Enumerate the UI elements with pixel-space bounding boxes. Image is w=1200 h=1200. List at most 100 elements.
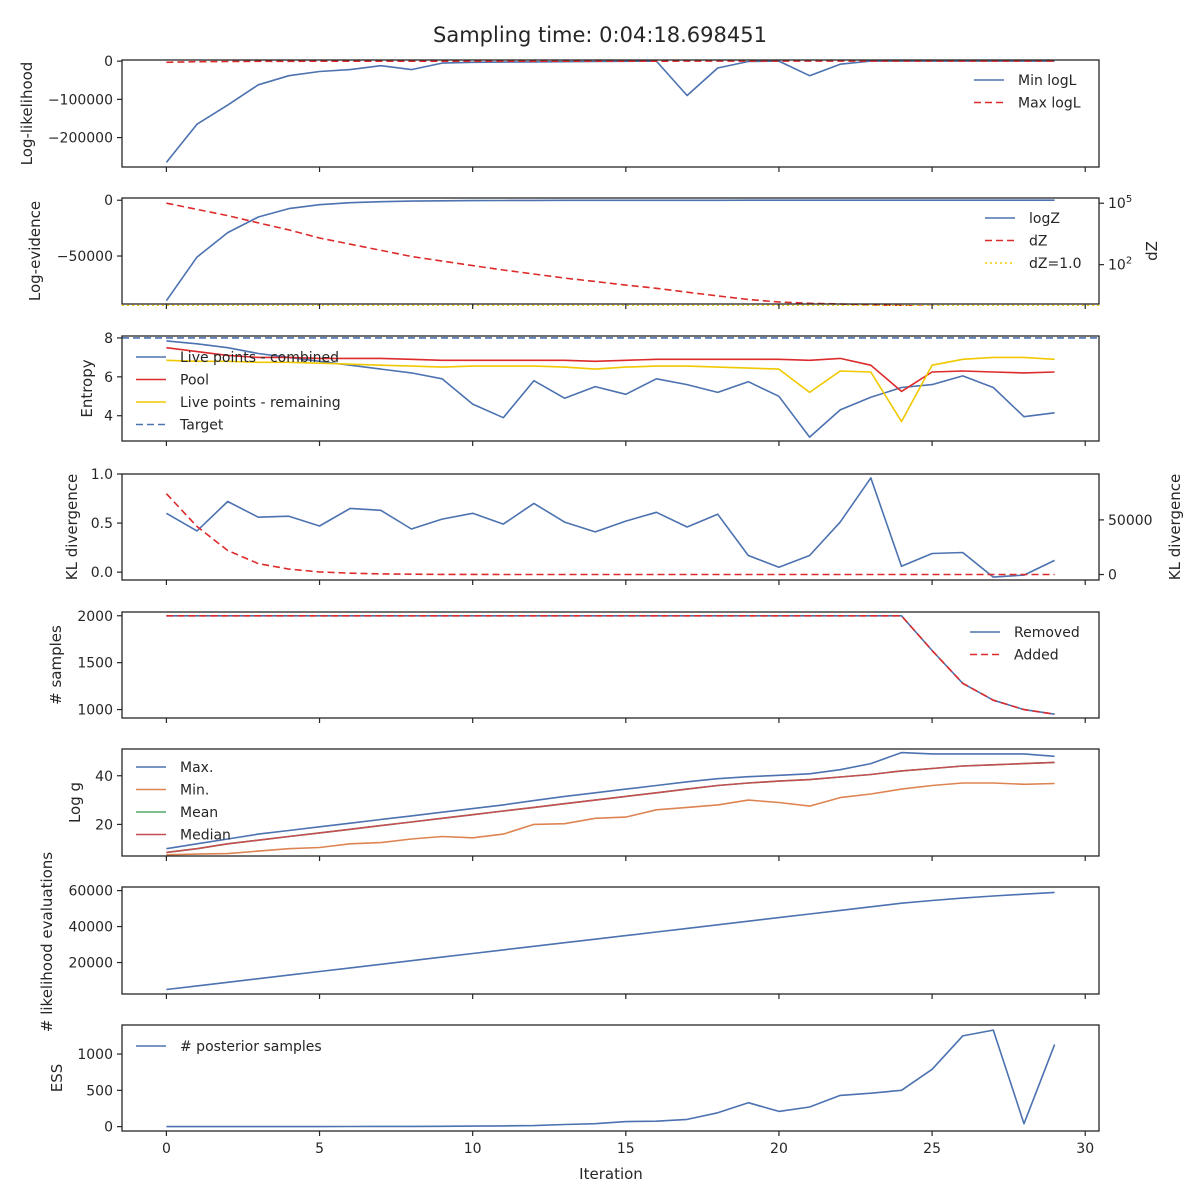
legend: Removed Added: [970, 625, 1080, 664]
legend-label: Pool: [180, 373, 209, 389]
x-tick-label: 5: [315, 1141, 324, 1157]
series-group: [166, 751, 1055, 856]
series-group: [166, 1029, 1056, 1128]
panel-7: 60000 40000 20000 # likelihood evaluations: [38, 852, 1100, 1032]
right-tick-label: 0: [1108, 568, 1117, 584]
legend-label: dZ: [1029, 234, 1047, 250]
panel-8: 0 5 10 15 20 25 30 1000 500 0 ESS # posterior sampl…: [48, 1024, 1100, 1157]
y-tick-label: 0: [104, 54, 113, 70]
legend-label: Target: [179, 418, 224, 434]
series-max-logl-line: [166, 60, 1055, 64]
figure-title: Sampling time: 0:04:18.698451: [433, 23, 767, 47]
legend: Live points - combined Pool Live points - …: [136, 350, 341, 434]
series-added-line: [166, 614, 1055, 715]
series-group: [166, 614, 1055, 715]
legend-label: Median: [180, 828, 231, 844]
y-tick-label: 0: [104, 1120, 113, 1136]
y-tick-label: 2000: [77, 609, 113, 625]
legend-label: Mean: [180, 805, 218, 821]
series-logz-line: [165, 199, 1055, 302]
y-tick-label: 1000: [77, 703, 113, 719]
y-axis-label: Log-evidence: [26, 201, 44, 301]
y-tick-label: 0.0: [91, 565, 113, 581]
y-axis-label: Entropy: [78, 359, 96, 417]
y-tick-label: 20000: [68, 956, 113, 972]
legend-label: # posterior samples: [180, 1039, 322, 1055]
legend-label: Max.: [180, 760, 213, 776]
y-tick-label: 1.0: [91, 467, 113, 483]
series-group: [165, 60, 1055, 163]
x-tick-label: 15: [617, 1141, 635, 1157]
right-axis-label: dZ: [1143, 241, 1161, 261]
y-axis-label: # samples: [47, 625, 65, 705]
legend-label: Live points - remaining: [180, 395, 341, 411]
y-axis-label: # likelihood evaluations: [38, 852, 56, 1032]
panel-4: 1.0 0.5 0.0 KL divergence 50000 0 KL divergenc…: [63, 467, 1184, 585]
y-tick-label: 20: [95, 817, 113, 833]
legend-label: dZ=1.0: [1029, 256, 1081, 272]
x-tick-label: 30: [1076, 1141, 1094, 1157]
legend: Max. Min. Mean Median: [136, 760, 231, 844]
series-max-line: [166, 751, 1055, 850]
panel-frame: [121, 1024, 1100, 1132]
right-axis-label: KL divergence: [1166, 474, 1184, 580]
panel-1: 0 −100000 −200000 Log-likelihood Min logL Max…: [18, 54, 1100, 172]
panels: 0 −100000 −200000 Log-likelihood Min logL Max…: [18, 54, 1184, 1157]
legend-label: Min logL: [1018, 73, 1077, 89]
y-axis-label: Log g: [66, 782, 84, 823]
series-likelihood-evaluations-line: [166, 891, 1055, 991]
y-tick-label: 60000: [68, 884, 113, 900]
legend-label: Added: [1014, 648, 1059, 664]
series-live-points-remaining-line: [166, 356, 1055, 423]
series-dz-line: [166, 202, 945, 306]
x-tick-label: 20: [770, 1141, 788, 1157]
series-group: [165, 477, 1055, 578]
panel-frame: [121, 748, 1100, 857]
x-tick-label: 0: [162, 1141, 171, 1157]
y-tick-label: 40: [95, 769, 113, 785]
panel-5: 2000 1500 1000 # samples Removed Added: [47, 609, 1100, 723]
series-min-line: [166, 782, 1055, 856]
series-median-line: [166, 761, 1055, 854]
legend: Min logL Max logL: [974, 73, 1081, 112]
legend: logZ dZ dZ=1.0: [985, 211, 1081, 272]
legend-label: Max logL: [1018, 96, 1081, 112]
y-tick-label: 8: [104, 331, 113, 347]
series-group: [122, 337, 1099, 438]
x-tick-label: 25: [923, 1141, 941, 1157]
y-tick-label: −100000: [48, 92, 113, 108]
series-group: [122, 199, 1099, 306]
panel-frame: [121, 335, 1100, 442]
y-tick-label: 1000: [77, 1047, 113, 1063]
y-tick-label: 500: [86, 1083, 113, 1099]
x-tick-label: 10: [464, 1141, 482, 1157]
panel-frame: [121, 473, 1100, 581]
y-axis-label: ESS: [48, 1064, 66, 1093]
series-group: [166, 891, 1055, 991]
series-posterior-samples-line: [166, 1029, 1056, 1128]
y-tick-label: 6: [104, 370, 113, 386]
y-tick-label: 0: [104, 193, 113, 209]
right-tick-label: 50000: [1108, 513, 1153, 529]
x-axis-label: Iteration: [579, 1165, 643, 1183]
y-axis-label: Log-likelihood: [18, 62, 36, 166]
panel-frame: [121, 197, 1100, 305]
y-tick-label: 4: [104, 409, 113, 425]
legend-label: Min.: [180, 783, 209, 799]
series-kl-divergence-left-line: [166, 477, 1055, 578]
panel-frame: [121, 59, 1100, 168]
y-tick-label: 1500: [77, 656, 113, 672]
panel-frame: [121, 886, 1100, 995]
series-live-points-combined-line: [166, 340, 1055, 438]
y-tick-label: 40000: [68, 920, 113, 936]
panel-frame: [121, 611, 1100, 719]
y-tick-label: 0.5: [91, 516, 113, 532]
y-tick-label: −50000: [57, 249, 113, 265]
legend-label: Live points - combined: [180, 350, 339, 366]
y-axis-label: KL divergence: [63, 474, 81, 580]
legend-label: logZ: [1029, 211, 1060, 227]
